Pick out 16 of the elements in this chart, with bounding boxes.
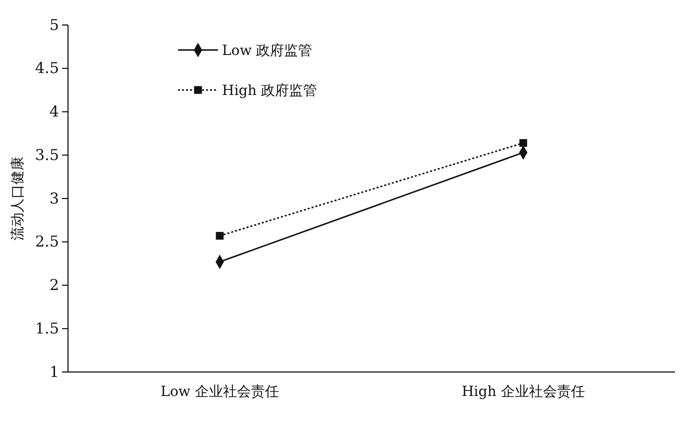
x-tick-label: Low 企业社会责任 [160, 384, 279, 400]
point [519, 139, 528, 147]
y-tick-label: 4.5 [35, 59, 59, 78]
x-tick-label: High 企业社会责任 [462, 384, 585, 400]
y-tick-label: 2 [49, 276, 59, 294]
y-tick-label: 3.5 [35, 146, 59, 164]
y-tick-label: 2.5 [35, 232, 59, 251]
y-tick-label: 4 [49, 102, 59, 121]
y-tick-label: 3 [49, 189, 59, 208]
y-tick-label: 1 [49, 362, 59, 381]
y-axis-title: 流动人口健康 [10, 156, 26, 240]
legend-label: Low 政府监管 [222, 43, 312, 59]
point [216, 232, 224, 240]
y-tick-label: 1.5 [35, 319, 59, 338]
y-tick-label: 5 [49, 16, 59, 34]
legend-label: High 政府监管 [222, 83, 318, 99]
